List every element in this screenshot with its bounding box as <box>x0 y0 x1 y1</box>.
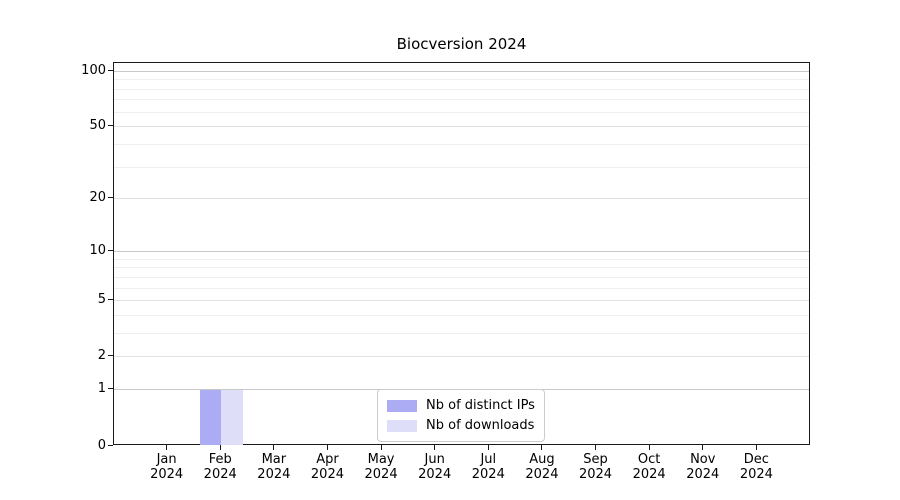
gridline-minor-7 <box>114 276 809 278</box>
gridline-100 <box>114 70 809 72</box>
gridline-minor-4 <box>114 314 809 316</box>
x-tick-jul <box>487 445 489 450</box>
legend-item-distinct-ips: Nb of distinct IPs <box>387 397 535 414</box>
y-tick-label-0: 0 <box>97 437 106 453</box>
x-tick-label-jul: Jul 2024 <box>471 452 505 482</box>
x-tick-label-dec: Dec 2024 <box>739 452 773 482</box>
x-tick-may <box>380 445 382 450</box>
plot-area <box>113 62 810 445</box>
bar-feb-series1 <box>221 389 243 445</box>
x-tick-sep <box>595 445 597 450</box>
x-tick-mar <box>273 445 275 450</box>
x-tick-label-aug: Aug 2024 <box>525 452 559 482</box>
y-tick-label-20: 20 <box>89 190 106 206</box>
x-tick-nov <box>702 445 704 450</box>
x-tick-oct <box>648 445 650 450</box>
legend-label-distinct-ips: Nb of distinct IPs <box>426 398 535 413</box>
legend: Nb of distinct IPs Nb of downloads <box>377 389 545 442</box>
gridline-minor-70 <box>114 99 809 101</box>
y-tick-2 <box>108 355 113 357</box>
y-tick-10 <box>108 249 113 251</box>
y-tick-0 <box>108 444 113 446</box>
gridline-minor-90 <box>114 79 809 81</box>
gridline-20 <box>114 198 809 200</box>
x-tick-jun <box>434 445 436 450</box>
x-tick-label-mar: Mar 2024 <box>257 452 291 482</box>
gridline-minor-80 <box>114 88 809 90</box>
x-tick-label-jun: Jun 2024 <box>418 452 452 482</box>
legend-swatch-downloads <box>387 419 417 432</box>
y-tick-label-100: 100 <box>81 62 106 78</box>
y-tick-50 <box>108 125 113 127</box>
y-tick-5 <box>108 299 113 301</box>
y-tick-1 <box>108 388 113 390</box>
y-tick-20 <box>108 197 113 199</box>
legend-swatch-distinct-ips <box>387 399 417 412</box>
gridline-minor-6 <box>114 287 809 289</box>
x-tick-label-apr: Apr 2024 <box>310 452 344 482</box>
x-tick-label-sep: Sep 2024 <box>578 452 613 482</box>
gridline-minor-9 <box>114 258 809 260</box>
x-tick-apr <box>326 445 328 450</box>
y-tick-label-2: 2 <box>97 348 106 364</box>
legend-label-downloads: Nb of downloads <box>426 418 535 433</box>
gridline-minor-60 <box>114 111 809 113</box>
x-tick-aug <box>541 445 543 450</box>
gridline-minor-30 <box>114 166 809 168</box>
gridline-2 <box>114 356 809 358</box>
x-tick-feb <box>219 445 221 450</box>
x-tick-label-jan: Jan 2024 <box>150 452 184 482</box>
x-tick-label-nov: Nov 2024 <box>686 452 720 482</box>
y-tick-label-50: 50 <box>89 118 106 134</box>
gridline-minor-40 <box>114 144 809 146</box>
x-tick-label-feb: Feb 2024 <box>203 452 237 482</box>
y-tick-label-1: 1 <box>97 381 106 397</box>
x-tick-jan <box>166 445 168 450</box>
gridline-5 <box>114 300 809 302</box>
chart-title: Biocversion 2024 <box>396 35 527 53</box>
x-tick-label-may: May 2024 <box>364 452 398 482</box>
gridline-minor-3 <box>114 332 809 334</box>
y-tick-label-10: 10 <box>89 242 106 258</box>
x-tick-dec <box>755 445 757 450</box>
x-tick-label-oct: Oct 2024 <box>632 452 666 482</box>
y-tick-100 <box>108 69 113 71</box>
bar-feb-series0 <box>199 389 222 445</box>
gridline-minor-8 <box>114 267 809 269</box>
gridline-10 <box>114 250 809 252</box>
legend-item-downloads: Nb of downloads <box>387 417 535 434</box>
y-tick-label-5: 5 <box>97 292 106 308</box>
gridline-50 <box>114 126 809 128</box>
